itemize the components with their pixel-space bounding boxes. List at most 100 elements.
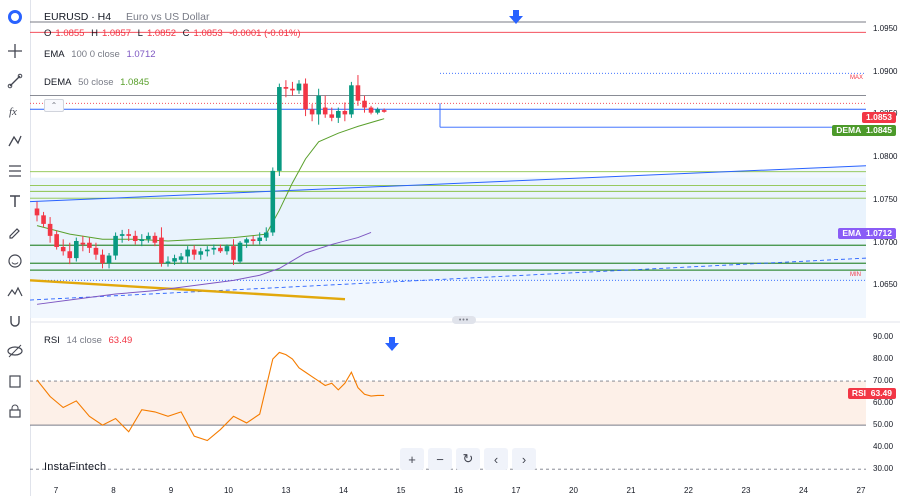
drawing-toolbar: fx — [0, 0, 31, 496]
high-value: 1.0857 — [101, 28, 132, 39]
flag-icon[interactable] — [4, 6, 26, 28]
price-tick: 1.0900 — [873, 66, 898, 76]
rsi-legend[interactable]: RSI 14 close 63.49 — [44, 335, 136, 346]
dema-tag-value: 1.0845 — [866, 125, 892, 135]
low-label: L — [137, 28, 143, 39]
max-label: MAX — [850, 75, 864, 81]
ohlc-legend: O 1.0855 H 1.0857 L 1.0852 C 1.0853 -0.0001 … — [44, 28, 305, 39]
magnet-icon[interactable] — [4, 310, 26, 332]
price-tick: 1.0750 — [873, 194, 898, 204]
candle-up — [139, 239, 145, 242]
candle-down — [60, 246, 66, 252]
ema-label: EMA — [44, 49, 65, 60]
candle-down — [218, 247, 223, 252]
price-tick: 1.0700 — [873, 237, 898, 247]
candle-up — [244, 239, 249, 243]
orange-trendline — [29, 279, 346, 301]
fib-icon[interactable] — [4, 160, 26, 182]
candle-up — [74, 241, 79, 259]
candle-down — [132, 235, 138, 242]
rsi-value: 63.49 — [108, 335, 133, 346]
rsi-band — [30, 381, 866, 426]
ema-line — [36, 231, 372, 305]
candle-down — [47, 223, 53, 236]
candle-up — [263, 232, 269, 238]
candle-down — [100, 254, 105, 264]
rsi-price-label: RSI 63.49 — [847, 388, 896, 399]
time-tick: 27 — [856, 486, 866, 495]
lock-icon[interactable] — [4, 400, 26, 422]
rsi-tick: 50.00 — [873, 420, 894, 430]
measure-icon[interactable] — [4, 280, 26, 302]
rsi-tick: 30.00 — [873, 464, 894, 474]
candle-up — [270, 170, 276, 233]
close-value: 1.0853 — [193, 28, 223, 39]
candle-down — [329, 114, 335, 118]
dema-value: 1.0845 — [120, 77, 150, 88]
pane-resize-handle[interactable]: ••• — [452, 316, 476, 324]
symbol-description: Euro vs US Dollar — [126, 11, 210, 23]
candle-up — [316, 95, 321, 115]
candle-up — [146, 235, 151, 240]
pattern-icon[interactable] — [4, 130, 26, 152]
rsi-tick: 60.00 — [873, 398, 894, 408]
ema-tag: EMA — [842, 228, 862, 238]
candle-down — [362, 100, 367, 108]
time-tick: 15 — [396, 486, 406, 495]
time-tick: 20 — [569, 486, 578, 495]
candle-down — [93, 247, 99, 255]
zoom-out-button[interactable]: − — [428, 448, 452, 470]
candle-up — [205, 249, 210, 252]
zoom-in-button[interactable]: + — [400, 448, 424, 470]
brush-icon[interactable] — [4, 220, 26, 242]
min-label: MIN — [850, 272, 861, 278]
text-tool-icon[interactable] — [4, 190, 26, 212]
collapse-legend-button[interactable]: ⌃ — [44, 99, 64, 112]
time-tick: 17 — [511, 486, 521, 495]
remove-all-icon[interactable] — [4, 370, 26, 392]
symbol-legend: EURUSD · H4 Euro vs US Dollar — [44, 11, 213, 23]
candle-down — [126, 234, 131, 236]
reset-view-button[interactable]: ↻ — [456, 448, 480, 470]
candle-down — [67, 251, 73, 259]
low-value: 1.0852 — [146, 28, 177, 39]
candle-up — [211, 247, 217, 250]
rsi-label: RSI — [44, 335, 60, 346]
candle-up — [178, 256, 184, 260]
candle-up — [185, 249, 190, 257]
last-price-label: 1.0853 — [862, 112, 896, 123]
ema-legend[interactable]: EMA 100 0 close 1.0712 — [44, 49, 160, 60]
candle-up — [172, 258, 177, 262]
open-label: O — [44, 28, 52, 39]
time-tick: 10 — [224, 486, 233, 495]
scroll-forward-button[interactable]: › — [512, 448, 536, 470]
candle-up — [237, 242, 243, 262]
fx-icon[interactable]: fx — [4, 100, 26, 122]
candle-down — [159, 237, 164, 264]
candle-up — [375, 109, 380, 113]
candle-up — [257, 237, 262, 242]
crosshair-icon[interactable] — [4, 40, 26, 62]
candle-down — [191, 249, 197, 255]
svg-text:fx: fx — [9, 106, 17, 118]
hide-icon[interactable] — [4, 340, 26, 362]
candle-down — [87, 242, 92, 248]
line-tool-icon[interactable] — [4, 70, 26, 92]
rsi-tick: 40.00 — [873, 442, 894, 452]
candle-up — [349, 85, 354, 115]
candle-up — [224, 246, 230, 252]
time-tick: 24 — [799, 486, 808, 495]
candle-up — [106, 255, 112, 264]
candle-up — [119, 234, 125, 236]
dema-legend[interactable]: DEMA 50 close 1.0845 — [44, 77, 153, 88]
candle-up — [277, 87, 282, 171]
candle-down — [283, 87, 289, 89]
dema-tag: DEMA — [836, 125, 862, 135]
candle-down — [322, 107, 328, 115]
ema-value: 1.0712 — [126, 49, 156, 60]
scroll-back-button[interactable]: ‹ — [484, 448, 508, 470]
rsi-params: 14 close — [66, 335, 102, 346]
emoji-icon[interactable] — [4, 250, 26, 272]
rsi-tick: 80.00 — [873, 354, 894, 364]
